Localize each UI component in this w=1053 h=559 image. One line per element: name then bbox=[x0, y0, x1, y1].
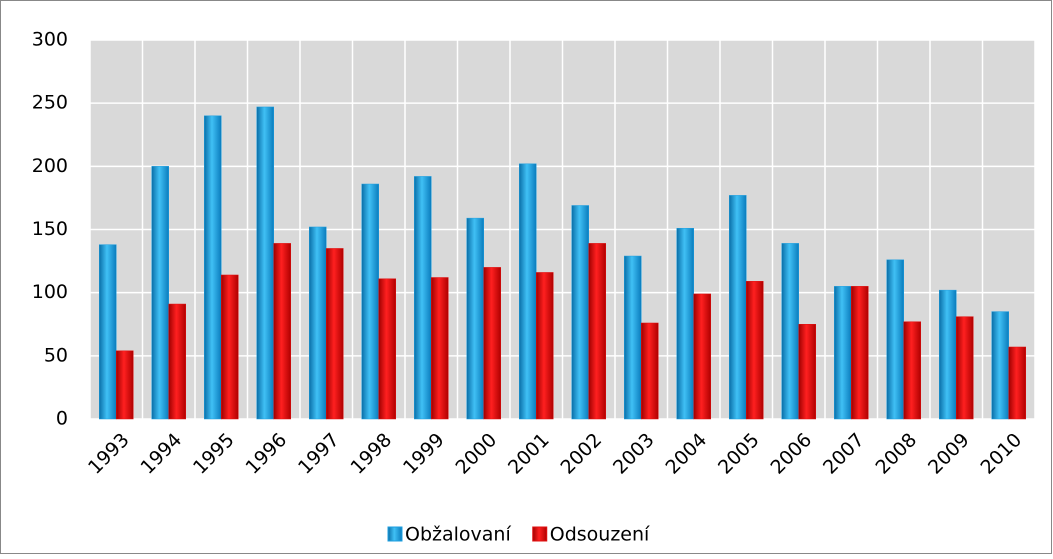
bar bbox=[1008, 346, 1026, 420]
bar bbox=[273, 243, 291, 420]
bar bbox=[519, 163, 537, 420]
bar bbox=[624, 255, 642, 420]
y-tick-label: 300 bbox=[32, 29, 68, 51]
bar bbox=[834, 286, 852, 420]
bar bbox=[168, 303, 186, 420]
bar bbox=[729, 195, 747, 420]
bar bbox=[676, 227, 694, 420]
legend-swatch bbox=[387, 526, 403, 542]
bar bbox=[483, 267, 501, 420]
y-tick-label: 100 bbox=[32, 281, 68, 303]
bar bbox=[361, 183, 379, 420]
y-tick-label: 200 bbox=[32, 155, 68, 177]
bar bbox=[99, 244, 117, 420]
bar bbox=[378, 278, 396, 420]
bar bbox=[326, 248, 344, 420]
bar bbox=[693, 293, 711, 420]
legend-swatch bbox=[532, 526, 548, 542]
bar bbox=[886, 259, 904, 420]
bar bbox=[204, 115, 222, 420]
bar bbox=[571, 205, 589, 420]
y-tick-label: 150 bbox=[32, 218, 68, 240]
bar bbox=[851, 286, 869, 420]
bar bbox=[309, 226, 327, 420]
bar bbox=[641, 322, 659, 420]
bar bbox=[431, 277, 449, 420]
bar bbox=[536, 272, 554, 420]
bar bbox=[151, 166, 169, 420]
legend-label: Obžalovaní bbox=[405, 524, 511, 546]
y-tick-label: 250 bbox=[32, 92, 68, 114]
bar bbox=[903, 321, 921, 420]
bar bbox=[956, 316, 974, 420]
y-tick-label: 0 bbox=[56, 408, 68, 430]
legend-label: Odsouzení bbox=[550, 524, 650, 546]
bar bbox=[221, 274, 239, 420]
bar bbox=[939, 289, 957, 420]
y-tick-label: 50 bbox=[44, 344, 68, 366]
bar bbox=[991, 311, 1009, 420]
bar bbox=[588, 243, 606, 420]
bar bbox=[116, 350, 134, 420]
bar bbox=[256, 106, 274, 420]
bar bbox=[466, 217, 484, 420]
bar bbox=[798, 324, 816, 420]
bar bbox=[414, 176, 432, 420]
bar bbox=[781, 243, 799, 420]
bar bbox=[746, 281, 764, 420]
